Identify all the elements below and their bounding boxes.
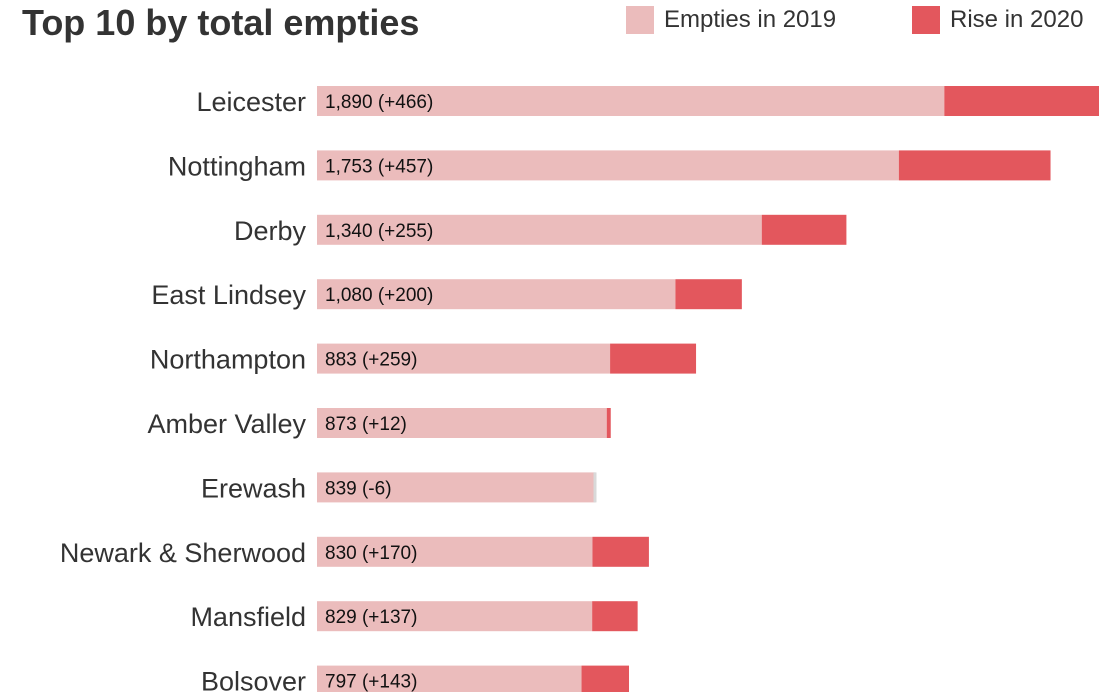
data-label-derby: 1,340 (+255) bbox=[325, 221, 433, 242]
bar-2019-leicester bbox=[317, 86, 945, 116]
bar-row-amber-valley: Amber Valley 873 (+12) bbox=[147, 408, 611, 439]
chart-title: Top 10 by total empties bbox=[22, 2, 420, 43]
bar-2019-mansfield bbox=[317, 601, 593, 632]
category-label-erewash: Erewash bbox=[201, 473, 306, 503]
data-label-newark-and-sherwood: 830 (+170) bbox=[325, 543, 417, 564]
category-label-mansfield: Mansfield bbox=[190, 602, 306, 632]
bar-row-mansfield: Mansfield 829 (+137) bbox=[190, 601, 638, 632]
bar-2019-erewash bbox=[317, 472, 596, 503]
data-label-mansfield: 829 (+137) bbox=[325, 607, 417, 628]
data-label-bolsover: 797 (+143) bbox=[325, 672, 417, 692]
data-label-leicester: 1,890 (+466) bbox=[325, 92, 433, 113]
bar-rise-2020-east-lindsey bbox=[675, 279, 742, 310]
bar-rise-2020-mansfield bbox=[592, 601, 638, 632]
bar-2019-northampton bbox=[317, 343, 611, 374]
legend-swatch-empties-2019 bbox=[626, 6, 654, 34]
bar-row-leicester: Leicester 1,890 (+466) bbox=[196, 86, 1099, 117]
bar-rise-2020-derby bbox=[761, 214, 847, 245]
data-label-nottingham: 1,753 (+457) bbox=[325, 156, 433, 177]
category-label-east-lindsey: East Lindsey bbox=[151, 280, 306, 310]
data-label-east-lindsey: 1,080 (+200) bbox=[325, 285, 433, 306]
category-label-northampton: Northampton bbox=[150, 345, 306, 375]
bar-2019-amber-valley bbox=[317, 408, 607, 438]
data-label-northampton: 883 (+259) bbox=[325, 350, 417, 371]
data-label-erewash: 839 (-6) bbox=[325, 478, 392, 499]
bar-row-derby: Derby 1,340 (+255) bbox=[234, 214, 847, 246]
legend-item-rise-2020: Rise in 2020 bbox=[912, 6, 1083, 34]
bar-rise-2020-nottingham bbox=[898, 150, 1051, 181]
bar-rise-2020-erewash bbox=[593, 472, 597, 503]
bar-row-nottingham: Nottingham 1,753 (+457) bbox=[168, 150, 1051, 181]
category-label-newark-and-sherwood: Newark & Sherwood bbox=[60, 538, 306, 568]
bar-row-newark-and-sherwood: Newark & Sherwood 830 (+170) bbox=[60, 536, 649, 568]
legend-item-empties-2019: Empties in 2019 bbox=[626, 6, 836, 34]
category-label-leicester: Leicester bbox=[196, 87, 306, 117]
bar-rise-2020-bolsover bbox=[581, 665, 630, 692]
bar-2019-nottingham bbox=[317, 150, 899, 181]
bar-row-east-lindsey: East Lindsey 1,080 (+200) bbox=[151, 279, 742, 310]
category-label-derby: Derby bbox=[234, 216, 307, 246]
bar-2019-east-lindsey bbox=[317, 279, 676, 310]
legend-swatch-rise-2020 bbox=[912, 6, 940, 34]
data-label-amber-valley: 873 (+12) bbox=[325, 414, 407, 435]
bar-rise-2020-amber-valley bbox=[606, 408, 611, 438]
bar-2019-newark-and-sherwood bbox=[317, 536, 593, 567]
bar-2019-derby bbox=[317, 214, 762, 245]
category-label-nottingham: Nottingham bbox=[168, 151, 306, 181]
bar-rise-2020-leicester bbox=[944, 86, 1099, 116]
bar-rise-2020-northampton bbox=[610, 343, 697, 374]
legend-label-rise-2020: Rise in 2020 bbox=[950, 6, 1084, 33]
bar-row-northampton: Northampton 883 (+259) bbox=[150, 343, 697, 375]
legend-label-empties-2019: Empties in 2019 bbox=[664, 6, 837, 33]
bar-row-bolsover: Bolsover 797 (+143) bbox=[201, 665, 630, 692]
bar-row-erewash: Erewash 839 (-6) bbox=[201, 472, 597, 503]
bar-2019-bolsover bbox=[317, 665, 582, 692]
bar-rise-2020-newark-and-sherwood bbox=[592, 536, 649, 567]
category-label-amber-valley: Amber Valley bbox=[147, 409, 306, 439]
category-label-bolsover: Bolsover bbox=[201, 667, 306, 692]
